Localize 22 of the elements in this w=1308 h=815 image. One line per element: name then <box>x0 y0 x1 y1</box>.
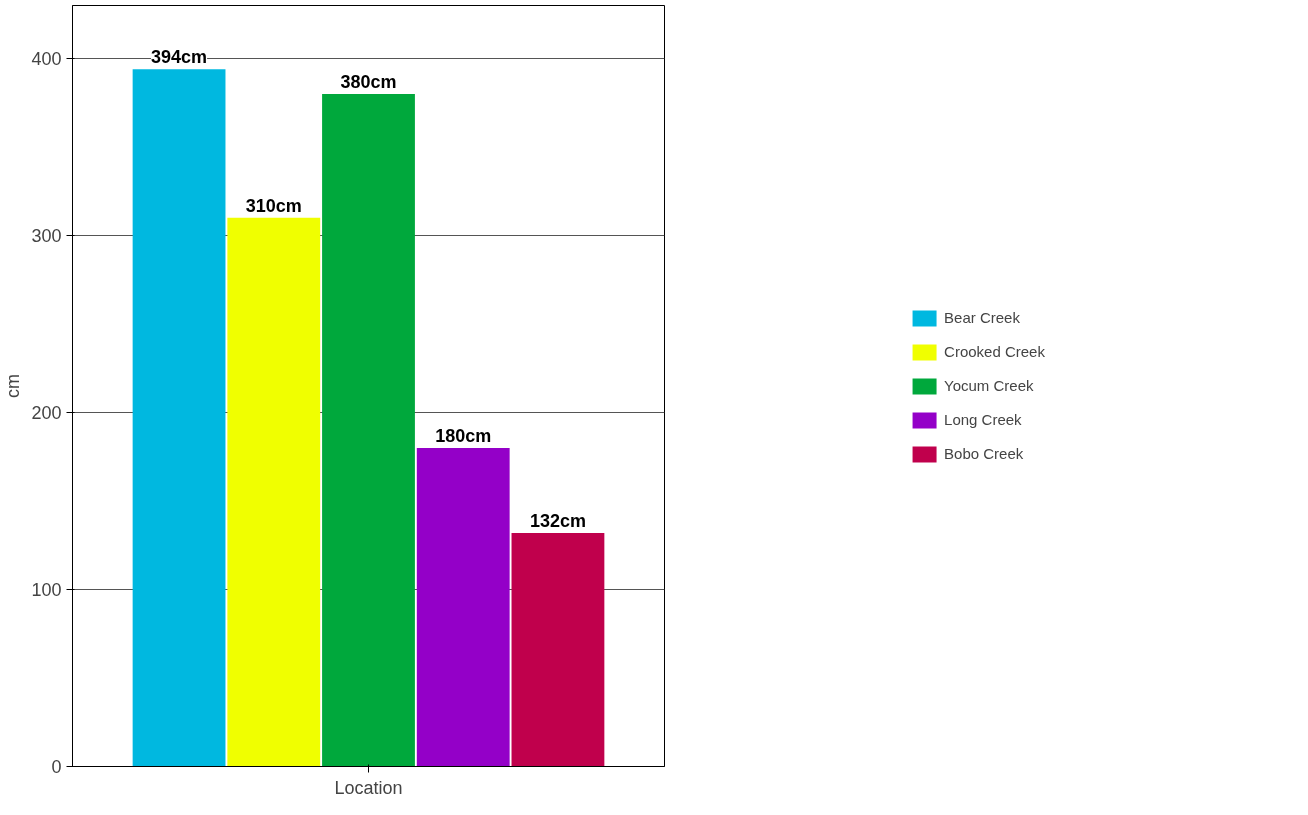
y-tick-label: 400 <box>31 49 62 70</box>
legend-label: Long Creek <box>944 411 1022 428</box>
bar <box>227 217 321 767</box>
bar <box>132 69 226 767</box>
y-tick-label: 100 <box>31 580 62 601</box>
y-tick-label: 200 <box>31 403 62 424</box>
data-label: 132cm <box>529 510 586 531</box>
bar <box>416 447 510 767</box>
data-label: 310cm <box>245 195 302 216</box>
legend-label: Yocum Creek <box>944 377 1034 394</box>
x-axis-title: Location <box>334 777 403 798</box>
y-tick-label: 300 <box>31 226 62 247</box>
bar <box>511 532 605 767</box>
legend-label: Crooked Creek <box>944 343 1045 360</box>
y-axis-title: cm <box>3 374 24 398</box>
bar <box>322 93 415 767</box>
data-label: 180cm <box>435 425 492 446</box>
legend-label: Bear Creek <box>944 309 1020 326</box>
legend-label: Bobo Creek <box>944 445 1024 462</box>
data-label: 394cm <box>151 47 208 68</box>
y-tick-label: 0 <box>51 757 62 777</box>
data-label: 380cm <box>340 71 397 92</box>
